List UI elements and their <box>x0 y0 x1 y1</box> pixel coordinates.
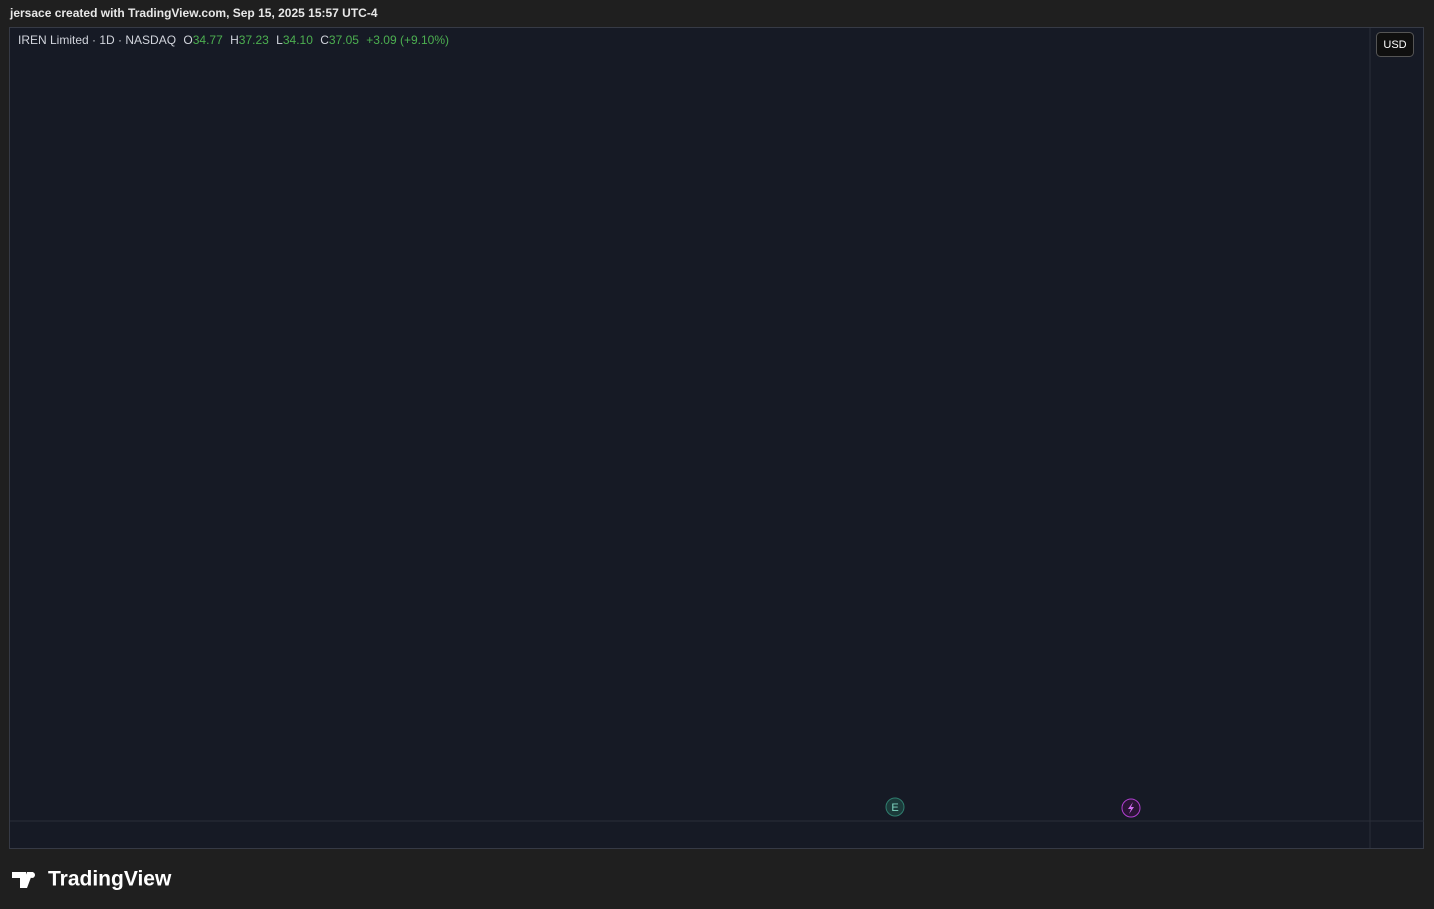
ohlc-value: 34.77 <box>193 33 223 47</box>
lightning <box>1128 802 1134 814</box>
pane <box>9 27 1424 849</box>
ohlc-value: 34.10 <box>283 33 313 47</box>
legend: IREN Limited · 1D · NASDAQ O34.77 H37.23… <box>18 33 449 47</box>
currency-button[interactable] <box>1376 32 1414 57</box>
brand-logo-dot <box>29 872 35 878</box>
symbol: IREN Limited · 1D · NASDAQ <box>18 33 176 47</box>
ohlc-value: 37.23 <box>239 33 269 47</box>
ohlc-key: O <box>183 33 192 47</box>
ohlc-key: H <box>230 33 239 47</box>
credit: jersace created with TradingView.com, Se… <box>9 6 378 20</box>
earnings-icon[interactable] <box>885 797 905 817</box>
ohlc-value: 37.05 <box>329 33 359 47</box>
currency[interactable]: USD <box>1383 39 1406 51</box>
ohlc-key: L <box>276 33 283 47</box>
change: +3.09 (+9.10%) <box>366 33 449 47</box>
brand-logo <box>12 872 33 888</box>
earnings-marker[interactable]: E <box>891 802 898 814</box>
ohlc-key: C <box>320 33 329 47</box>
brand: TradingView <box>48 868 172 891</box>
